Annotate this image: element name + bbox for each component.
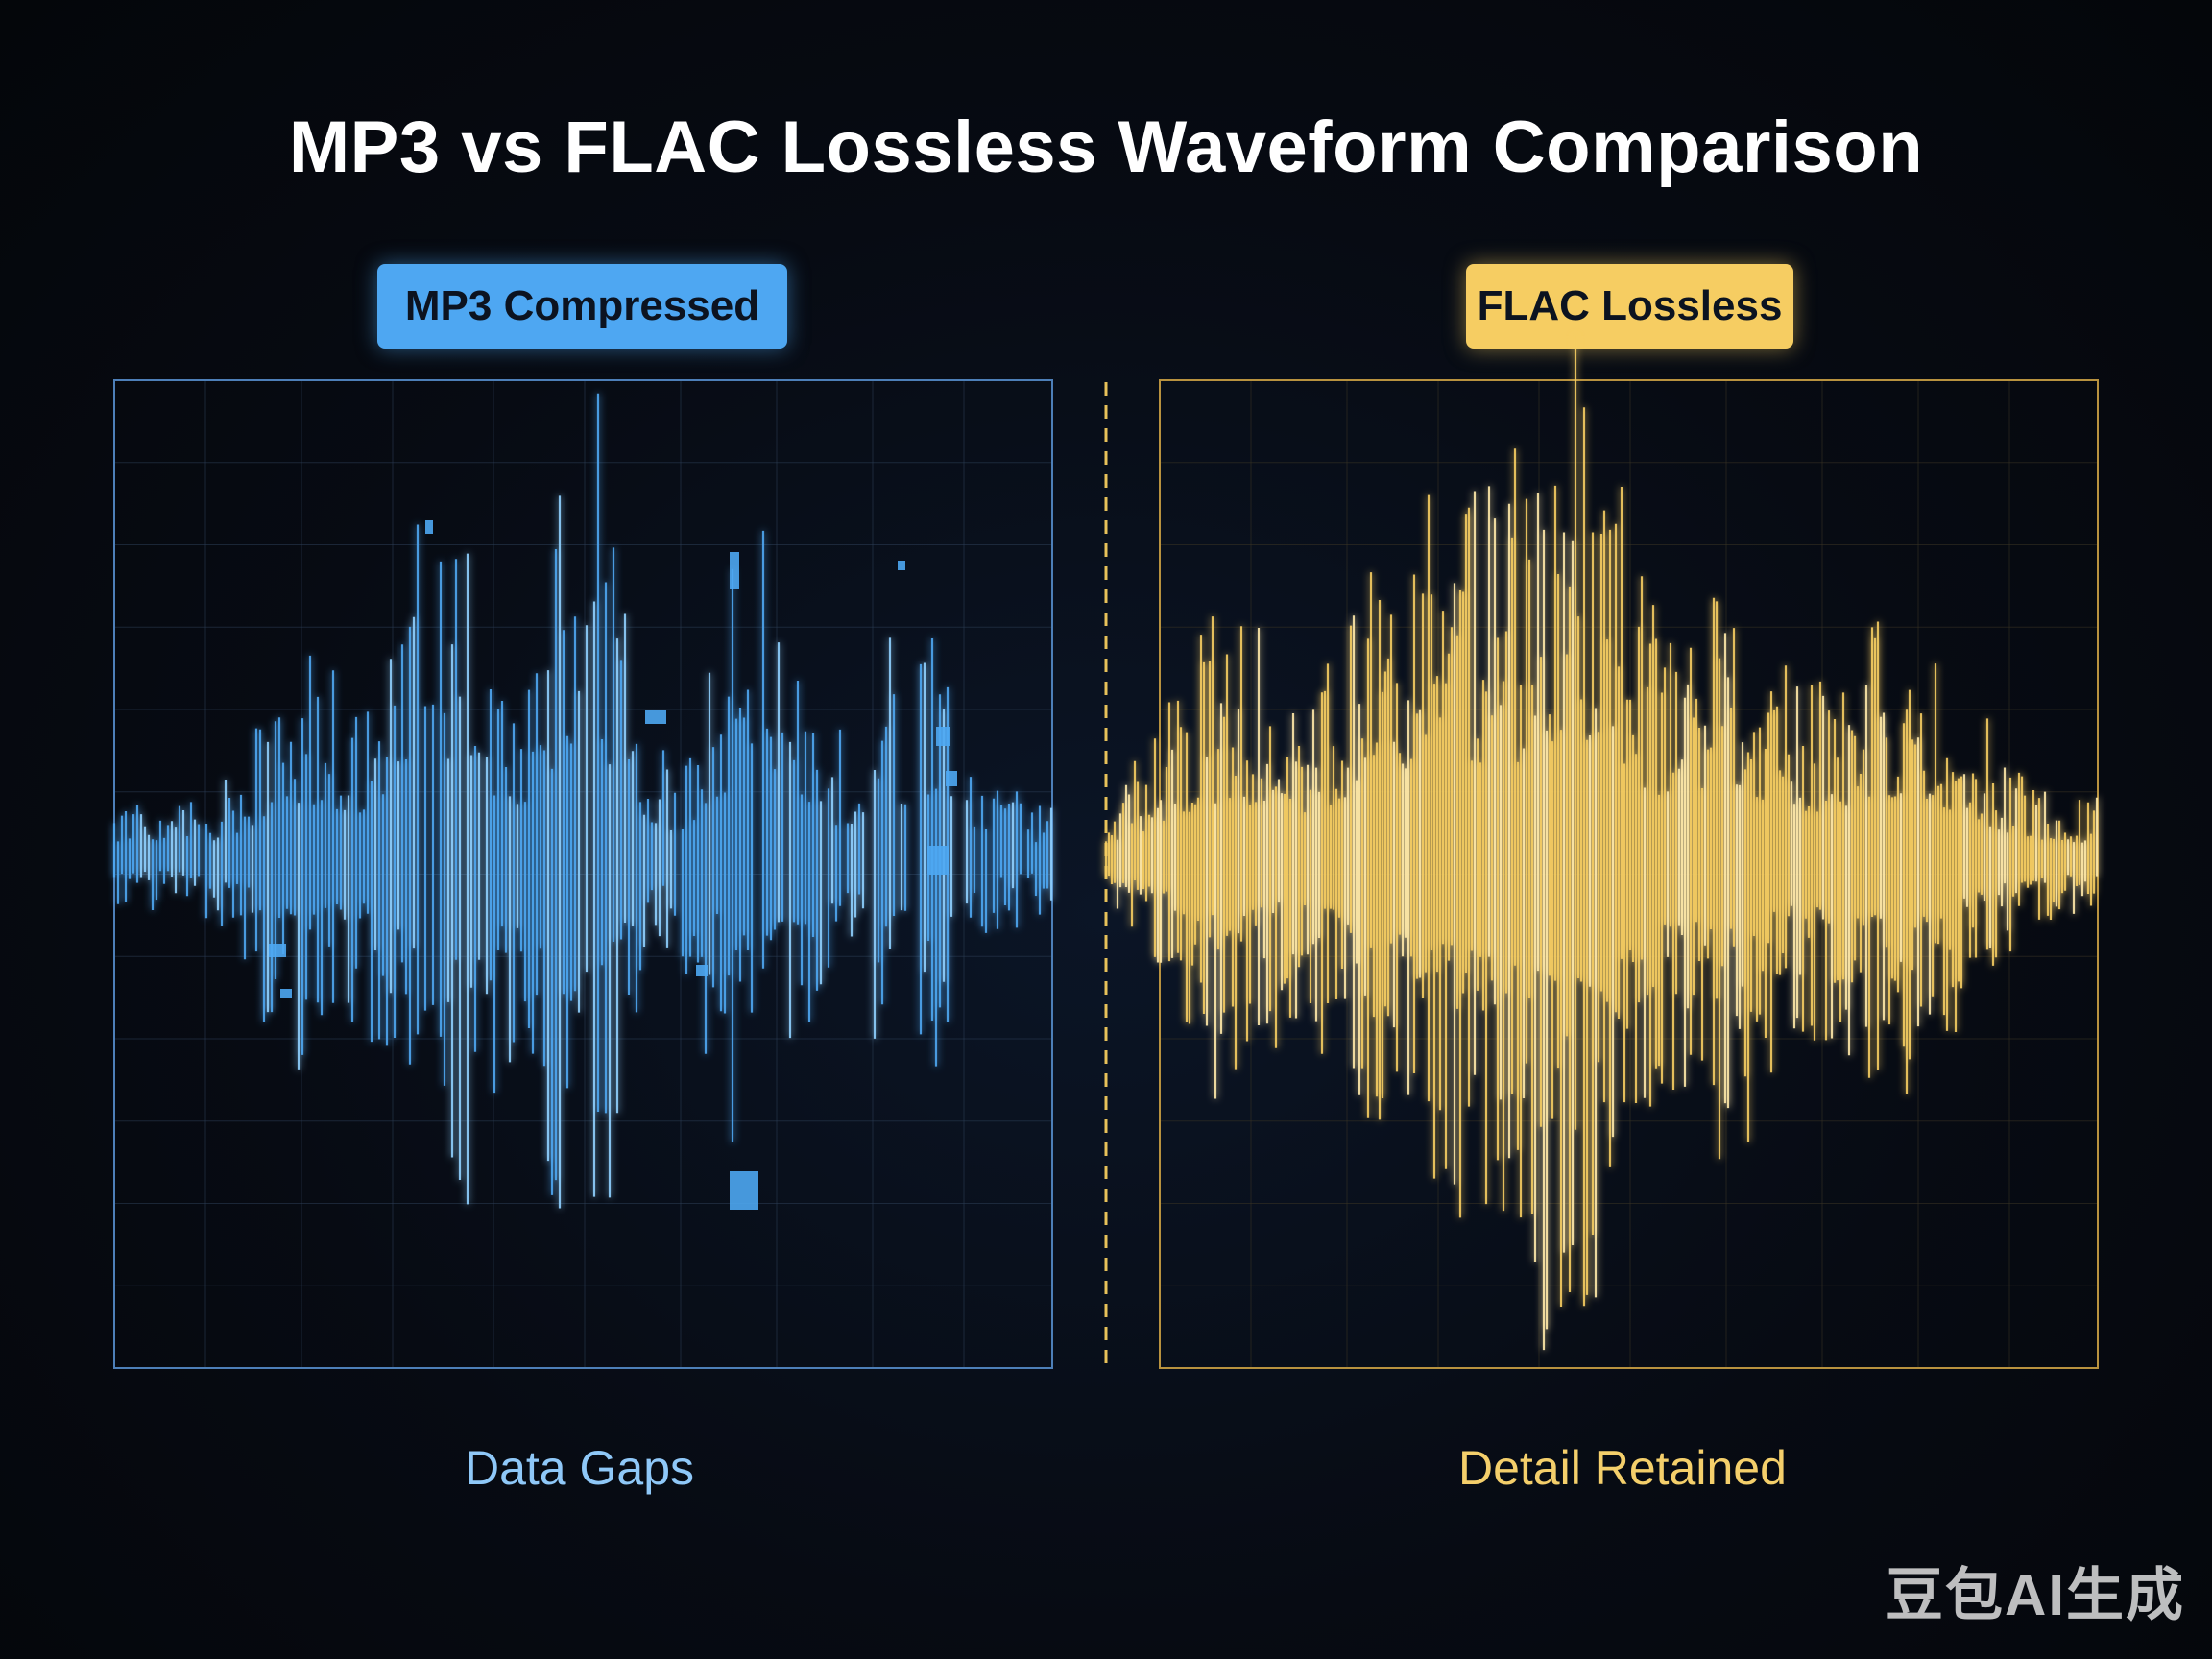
data-gap-block <box>927 846 949 875</box>
mp3-panel <box>112 379 1053 1369</box>
data-gap-block <box>898 561 905 570</box>
page-title: MP3 vs FLAC Lossless Waveform Comparison <box>288 107 1924 188</box>
data-gap-block <box>946 771 957 786</box>
data-gap-block <box>425 520 433 534</box>
flac-caption: Detail Retained <box>1458 1441 1787 1495</box>
flac-grid <box>1160 380 2098 1368</box>
mp3-waveform <box>112 393 1053 1209</box>
data-gap-block <box>645 710 666 724</box>
mp3-data-gap-blocks <box>269 520 957 1210</box>
data-gap-block <box>269 944 286 957</box>
data-gap-block <box>696 965 708 976</box>
flac-lossless-label: FLAC Lossless <box>1466 264 1793 349</box>
data-gap-block <box>730 1171 758 1210</box>
mp3-caption: Data Gaps <box>465 1441 695 1495</box>
flac-waveform <box>1104 335 2099 1351</box>
watermark: 豆包AI生成 <box>1886 1563 2185 1627</box>
mp3-compressed-label: MP3 Compressed <box>377 264 787 349</box>
mp3-grid <box>114 380 1052 1368</box>
data-gap-block <box>936 727 950 746</box>
data-gap-block <box>730 552 739 589</box>
data-gap-block <box>280 989 292 998</box>
flac-panel <box>1104 335 2099 1369</box>
